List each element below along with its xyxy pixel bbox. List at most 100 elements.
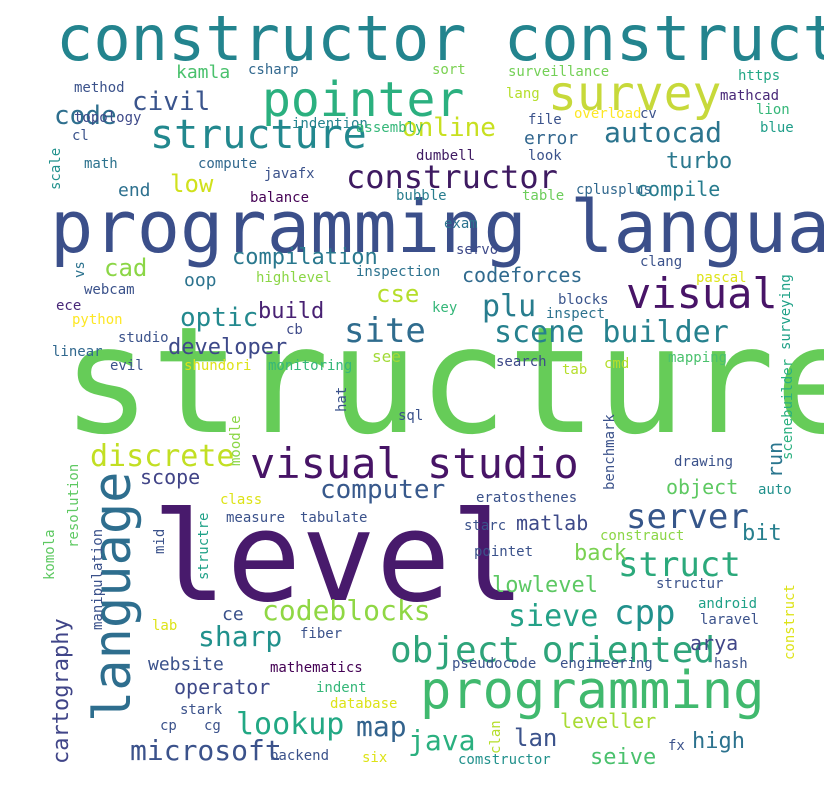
word-level: level [152, 486, 525, 630]
word-clang: clang [640, 254, 682, 270]
word-comstructor: comstructor [458, 752, 551, 768]
word-mathematics: mathematics [270, 660, 363, 676]
word-benchmark: benchmark [602, 414, 618, 490]
word-online: online [402, 113, 496, 143]
word-arya: arya [690, 631, 738, 655]
word-matlab: matlab [516, 511, 588, 535]
word-language: language [83, 472, 143, 722]
word-sieve: sieve [508, 599, 598, 634]
word-shundori: shundori [184, 358, 251, 374]
word-indention: indention [292, 116, 368, 132]
word-backend: backend [270, 748, 329, 764]
word-lowlevel: lowlevel [492, 573, 598, 598]
word-topology: topology [74, 110, 141, 126]
word-sort: sort [432, 62, 466, 78]
word-python: python [72, 312, 123, 328]
word-database: database [330, 696, 397, 712]
word-overload: overload [574, 106, 641, 122]
word-optic: optic [180, 303, 258, 333]
word-mathcad: mathcad [720, 88, 779, 104]
word-method: method [74, 80, 125, 96]
word-lab: lab [152, 618, 177, 634]
word-tabulate: tabulate [300, 510, 367, 526]
word-blocks: blocks [558, 292, 609, 308]
word-auto: auto [758, 482, 792, 498]
word-server: server [626, 497, 749, 537]
word-servo: servo [456, 242, 498, 258]
word-survey: survey [548, 66, 721, 122]
word-build: build [258, 299, 324, 324]
word-struct: struct [618, 545, 741, 585]
word-plu: plu [482, 289, 536, 324]
word-compilation: compilation [232, 245, 378, 270]
word-pointet: pointet [474, 544, 533, 560]
word-scene-builder: scene builder [494, 315, 729, 350]
word-six: six [362, 750, 387, 766]
word-construct: construct [782, 584, 798, 660]
word-constructor: constructor [346, 158, 558, 196]
word-developer: developer [168, 335, 287, 360]
word-scope: scope [140, 465, 200, 489]
word-low: low [170, 170, 214, 198]
word-codeforces: codeforces [462, 263, 582, 287]
word-eratosthenes: eratosthenes [476, 490, 577, 506]
word-assembly: assembly [356, 120, 423, 136]
word-linear: linear [52, 344, 103, 360]
word-dumbell: dumbell [416, 148, 475, 164]
word-turbo: turbo [666, 149, 732, 174]
word-drawing: drawing [674, 454, 733, 470]
word-cad: cad [104, 254, 147, 282]
word-constrauct: constrauct [600, 528, 684, 544]
word-structre: structre [196, 513, 212, 580]
word-compute: compute [198, 156, 257, 172]
word-cse: cse [376, 280, 419, 308]
word-cpp: cpp [614, 593, 675, 633]
word-fx: fx [668, 738, 685, 754]
word-leveller: leveller [560, 709, 656, 733]
word-visual: visual [626, 269, 778, 318]
word-structured: structured [62, 295, 824, 467]
word-studio: studio [118, 330, 169, 346]
word-tab: tab [562, 362, 587, 378]
word-hash: hash [714, 656, 748, 672]
word-pseudocode: pseudocode [452, 656, 536, 672]
word-hat: hat [334, 387, 350, 412]
word-lan: lan [514, 724, 557, 752]
word-programming: programming [420, 661, 764, 721]
word-look: look [528, 148, 562, 164]
word-cplusplus: cplusplus [576, 182, 652, 198]
word-komola: komola [42, 529, 58, 580]
word-surveillance: surveillance [508, 64, 609, 80]
word-stark: stark [180, 702, 223, 718]
word-evil: evil [110, 358, 144, 374]
word-website: website [148, 654, 224, 675]
word-inspect: inspect [546, 306, 605, 322]
word-object-oriented: object oriented [390, 630, 715, 671]
word-vs: vs [72, 261, 88, 278]
word-programming-language: programming language [50, 185, 824, 269]
word-ce: ce [222, 604, 244, 625]
word-high: high [692, 729, 745, 754]
word-structur: structur [656, 576, 723, 592]
word-map: map [356, 710, 407, 743]
word-structure: structure [150, 112, 367, 158]
word-table: table [522, 188, 564, 204]
word-pascal: pascal [696, 270, 747, 286]
word-bit: bit [742, 521, 782, 546]
word-measure: measure [226, 510, 285, 526]
word-cmd: cmd [604, 356, 629, 372]
word-mapping: mapping [668, 350, 727, 366]
word-clan: clan [488, 720, 504, 754]
word-constructor-constructor: constructor constructor [56, 2, 824, 75]
word-compile: compile [636, 177, 720, 201]
word-indent: indent [316, 680, 367, 696]
word-laravel: laravel [700, 612, 759, 628]
word-moodle: moodle [228, 415, 244, 466]
word-discrete: discrete [90, 439, 235, 474]
word-webcam: webcam [84, 282, 135, 298]
word-balance: balance [250, 190, 309, 206]
word-file: file [528, 112, 562, 128]
word-run: run [763, 442, 787, 478]
word-error: error [524, 128, 578, 149]
